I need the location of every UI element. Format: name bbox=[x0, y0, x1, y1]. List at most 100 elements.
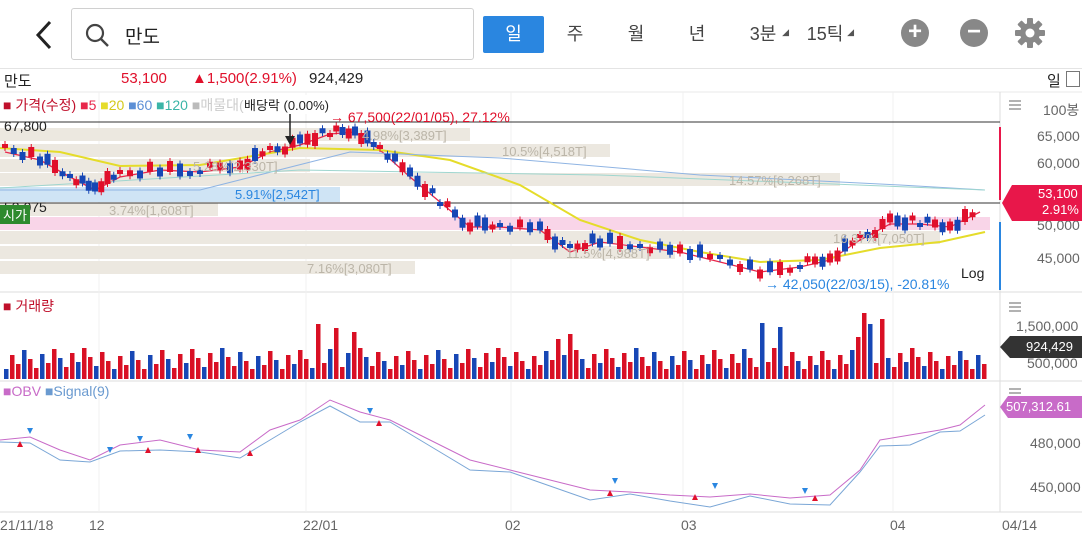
candle-body bbox=[517, 219, 523, 228]
badge-percent: 2.91% bbox=[1042, 202, 1079, 217]
current-price-badge: 53,100 2.91% bbox=[1002, 185, 1082, 221]
stock-chart[interactable] bbox=[0, 68, 1082, 540]
candle-body bbox=[452, 209, 458, 218]
volume-bar bbox=[874, 363, 879, 379]
volume-bar bbox=[682, 351, 687, 379]
ma60-line bbox=[0, 151, 986, 191]
candle-body bbox=[44, 153, 51, 165]
candle-body bbox=[339, 127, 346, 135]
volume-bar bbox=[100, 352, 105, 379]
volume-bar bbox=[850, 350, 855, 379]
y-axis-tick: 60,000 bbox=[1037, 155, 1080, 171]
period-checkbox[interactable] bbox=[1066, 71, 1080, 87]
candle-body bbox=[28, 147, 35, 157]
candle-body bbox=[607, 232, 613, 244]
candle-body bbox=[507, 225, 513, 232]
volume-profile-label: 11.5%[4,988T] bbox=[566, 246, 650, 261]
y-axis-tick: 450,000 bbox=[1030, 479, 1081, 495]
panel-menu-icon[interactable] bbox=[1008, 300, 1022, 314]
badge-volume: 924,429 bbox=[1026, 339, 1073, 354]
volume-bar bbox=[814, 365, 819, 379]
zoom-in-icon[interactable]: + bbox=[901, 19, 929, 47]
zoom-out-icon[interactable]: − bbox=[960, 19, 988, 47]
candle-body bbox=[924, 216, 931, 223]
candle-body bbox=[407, 167, 413, 177]
volume-bar bbox=[292, 364, 297, 379]
signal-up-arrow bbox=[692, 494, 698, 500]
volume-bar bbox=[304, 359, 309, 379]
volume-bar bbox=[136, 360, 141, 379]
volume-bar bbox=[364, 357, 369, 379]
candle-body bbox=[962, 209, 968, 222]
back-icon[interactable] bbox=[28, 14, 62, 54]
tab-15tick[interactable]: 15틱 ◢ bbox=[798, 16, 854, 53]
volume-bar bbox=[382, 361, 387, 379]
y-axis-bars-label: 100봉 bbox=[1043, 102, 1080, 118]
signal-down-arrow bbox=[107, 447, 113, 453]
volume-bar bbox=[34, 368, 39, 379]
candle-body bbox=[79, 175, 86, 184]
tab-3min-label: 3분 bbox=[749, 24, 777, 44]
volume-bar bbox=[688, 360, 693, 379]
candle-body bbox=[59, 171, 66, 177]
tab-month[interactable]: 월 bbox=[627, 24, 645, 44]
panel-menu-icon[interactable] bbox=[1008, 98, 1022, 112]
candle-body bbox=[345, 128, 352, 139]
tab-week[interactable]: 주 bbox=[566, 24, 584, 44]
candle-body bbox=[909, 215, 916, 221]
x-axis-tick: 22/01 bbox=[303, 517, 339, 533]
candle-body bbox=[559, 240, 566, 245]
search-icon bbox=[84, 22, 110, 48]
volume-bar bbox=[70, 353, 75, 379]
dividend-label: 배당락 (0.00%) bbox=[244, 95, 330, 114]
volume-bar bbox=[556, 339, 561, 379]
volume-bar bbox=[328, 349, 333, 379]
gear-icon[interactable] bbox=[1014, 17, 1046, 49]
candle-body bbox=[647, 247, 653, 254]
candle-body bbox=[467, 222, 473, 232]
tab-day[interactable]: 일 bbox=[483, 16, 544, 53]
volume-bar bbox=[346, 353, 351, 379]
dropdown-caret-icon: ◢ bbox=[782, 27, 789, 37]
volume-bar bbox=[898, 353, 903, 379]
candle-body bbox=[857, 234, 863, 238]
x-axis-tick: 03 bbox=[681, 517, 697, 533]
volume-bar bbox=[706, 364, 711, 379]
volume-bar bbox=[640, 357, 645, 379]
volume-bar bbox=[700, 355, 705, 379]
volume-bar bbox=[550, 360, 555, 379]
volume-bar bbox=[934, 361, 939, 379]
candle-body bbox=[617, 236, 623, 249]
candle-body bbox=[902, 217, 908, 231]
volume-bar bbox=[562, 355, 567, 379]
volume-bar bbox=[94, 366, 99, 379]
search-input[interactable]: 만도 bbox=[71, 8, 474, 60]
signal-up-arrow bbox=[607, 490, 613, 496]
volume-bar bbox=[868, 324, 873, 379]
legend-square-icon: ■ bbox=[80, 97, 89, 113]
candle-body bbox=[429, 188, 436, 194]
y-axis-tick: 1,500,000 bbox=[1016, 318, 1079, 334]
volume-profile-bar bbox=[0, 203, 218, 216]
candle-body bbox=[552, 236, 558, 250]
candle-body bbox=[147, 161, 153, 172]
tab-3min[interactable]: 3분 ◢ bbox=[739, 16, 789, 53]
volume-bar bbox=[400, 365, 405, 379]
signal-line bbox=[0, 405, 986, 508]
volume-bar bbox=[28, 359, 33, 379]
volume-profile-label: 4.98%[3,389T] bbox=[362, 128, 447, 143]
volume-bar bbox=[736, 363, 741, 379]
legend-obv: OBV bbox=[11, 383, 42, 399]
candle-body bbox=[167, 161, 173, 172]
volume-bar bbox=[442, 359, 447, 379]
candle-body bbox=[92, 182, 98, 192]
volume-bar bbox=[148, 355, 153, 379]
candle-body bbox=[697, 244, 703, 258]
volume-bar bbox=[742, 349, 747, 379]
candle-body bbox=[392, 153, 398, 162]
tab-year[interactable]: 년 bbox=[688, 24, 706, 44]
volume-bar bbox=[628, 362, 633, 379]
volume-bar bbox=[832, 369, 837, 379]
candle-body bbox=[289, 137, 296, 148]
candle-body bbox=[217, 162, 223, 171]
